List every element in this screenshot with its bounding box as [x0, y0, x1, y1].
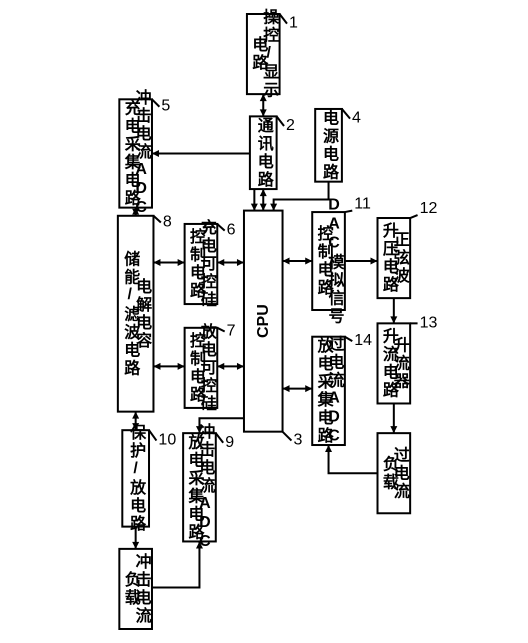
- node-number: 4: [352, 110, 361, 127]
- svg-text:控制电路: 控制电路: [187, 227, 206, 300]
- node-11: DAC模拟信号控制电路: [312, 197, 345, 326]
- leader-line: [410, 215, 417, 218]
- node-number: 7: [227, 323, 236, 340]
- node-number: 1: [289, 15, 298, 32]
- node-number: 13: [420, 314, 438, 331]
- node-9: 冲击电流ADC放电采集电路: [183, 422, 216, 552]
- leader-line: [345, 337, 352, 341]
- leader-line: [217, 328, 224, 332]
- svg-text:放电采集电路: 放电采集电路: [186, 432, 206, 541]
- svg-text:升压电路: 升压电路: [380, 222, 399, 294]
- leader-line: [345, 211, 352, 212]
- leader-line: [277, 116, 284, 126]
- svg-text:通讯电路: 通讯电路: [255, 117, 274, 189]
- svg-text:负载: 负载: [122, 570, 141, 607]
- node-6: 充电可控硅控制电路: [185, 218, 218, 309]
- leader-line: [149, 430, 156, 440]
- node-number: 3: [293, 432, 302, 449]
- svg-text:电路: 电路: [249, 35, 268, 72]
- node-number: 9: [225, 434, 234, 451]
- svg-text:保护/放电路: 保护/放电路: [127, 423, 147, 533]
- node-number: 5: [161, 98, 170, 115]
- node-13: 升流器升流电路: [378, 323, 411, 403]
- svg-text:控制电路: 控制电路: [187, 331, 206, 404]
- leader-line: [217, 224, 224, 231]
- leader-line: [216, 433, 223, 443]
- node-1: 操控/显示电路: [247, 8, 280, 100]
- svg-text:控制电路: 控制电路: [315, 224, 334, 297]
- edge: [329, 445, 378, 473]
- node-12: 正弦波升压电路: [378, 218, 411, 298]
- node-5: 冲击电流ADC充电采集电路: [119, 88, 152, 218]
- edge: [274, 182, 329, 211]
- node-number: 11: [354, 196, 371, 213]
- leader-line: [280, 14, 287, 24]
- svg-text:储能/滤波电路: 储能/滤波电路: [121, 249, 141, 377]
- node-number: 2: [286, 117, 295, 134]
- node-nShock: 冲击电流负载: [119, 549, 152, 629]
- leader-line: [283, 432, 292, 441]
- edge: [152, 153, 254, 210]
- leader-line: [342, 109, 350, 119]
- node-7: 放电可控硅控制电路: [185, 322, 218, 413]
- node-3: CPU: [244, 211, 283, 432]
- node-14: 过电流ADC放电采集电路: [312, 334, 345, 446]
- svg-text:电源电路: 电源电路: [320, 108, 339, 181]
- node-nOver: 过电流负载: [378, 433, 411, 513]
- leader-line: [152, 99, 159, 106]
- node-number: 12: [420, 200, 438, 217]
- svg-text:放电采集电路: 放电采集电路: [315, 336, 335, 445]
- node-4: 电源电路: [315, 108, 342, 181]
- svg-text:充电采集电路: 充电采集电路: [122, 99, 142, 208]
- node-number: 10: [158, 432, 176, 449]
- svg-text:CPU: CPU: [255, 304, 272, 338]
- node-number: 14: [354, 332, 372, 349]
- svg-text:负载: 负载: [380, 454, 399, 491]
- node-number: 8: [163, 213, 172, 230]
- node-10: 保护/放电路: [122, 423, 149, 533]
- leader-line: [153, 216, 160, 223]
- node-2: 通讯电路: [250, 116, 277, 189]
- node-number: 6: [227, 222, 236, 239]
- svg-text:升流电路: 升流电路: [380, 327, 399, 399]
- node-8: 电解电容储能/滤波电路: [118, 216, 154, 412]
- edge: [152, 541, 199, 587]
